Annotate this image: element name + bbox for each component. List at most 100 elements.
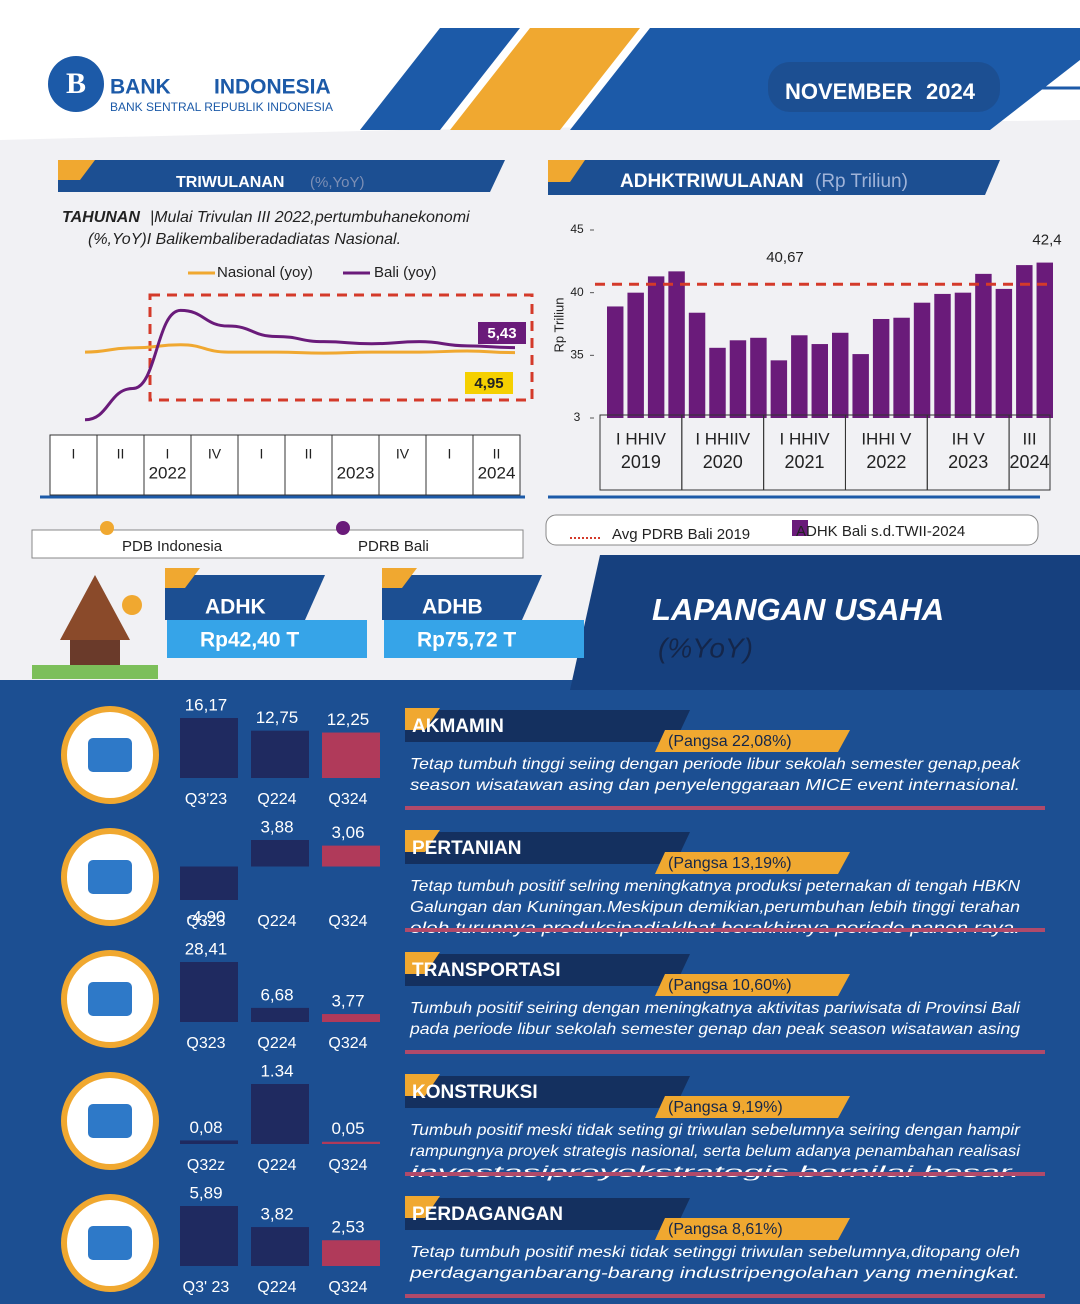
x-tick-label: Q324: [328, 1035, 367, 1052]
legend-dot: [336, 521, 350, 535]
sector-accent: [405, 830, 440, 852]
bar: [251, 1084, 309, 1144]
value-label: 28,41: [185, 939, 228, 958]
panel-title-accent: [548, 160, 585, 182]
bar: [750, 337, 767, 418]
x-tick-label: I HHIV: [780, 429, 831, 448]
sector-desc: rampungnya proyek strategis nasional, se…: [410, 1143, 1020, 1160]
axis-cell: [284, 434, 333, 496]
bar: [251, 1007, 309, 1022]
sector-name-bg: [405, 710, 690, 742]
x-tick-label: III: [1022, 429, 1036, 448]
card-label-bg: [382, 575, 542, 620]
value-label: 1.34: [260, 1061, 293, 1080]
value-label: 16,17: [185, 695, 228, 714]
note: (%,YoY)I Balikembaliberadadiatas Nasiona…: [88, 231, 401, 248]
x-tick-label: Q224: [257, 913, 296, 930]
share-bg: [655, 974, 850, 996]
x-tick-label: IHHI V: [861, 429, 912, 448]
sector-icon-glyph: [88, 1104, 132, 1138]
value-label: 3,77: [331, 992, 364, 1011]
legend-label: Bali (yoy): [374, 264, 437, 281]
date-month: NOVEMBER: [785, 79, 912, 104]
x-tick-label: I: [166, 446, 170, 462]
value-label: 12,75: [256, 708, 299, 727]
x-tick-label: I HHIV: [616, 429, 667, 448]
value-label: 4,95: [474, 375, 503, 392]
panel-title: TRIWULANAN: [176, 174, 284, 191]
sector-share: (Pangsa 13,19%): [668, 855, 792, 872]
legend-label: ADHK Bali s.d.TWII-2024: [796, 523, 965, 540]
bank-name: BANK: [110, 76, 171, 99]
sector-share: (Pangsa 22,08%): [668, 733, 792, 750]
card-value-bg: [384, 620, 584, 658]
x-tick-label: Q224: [257, 1157, 296, 1174]
share-bg: [655, 1096, 850, 1118]
x-tick-label: Q224: [257, 1279, 296, 1296]
value-label: 3,88: [260, 817, 293, 836]
card-accent: [382, 568, 417, 588]
sector-desc: season wisatawan asing dan penyelenggara…: [410, 777, 1020, 794]
legend-label: Nasional (yoy): [217, 264, 313, 281]
legend-dot: [100, 521, 114, 535]
bar: [770, 360, 788, 418]
y-tick-label: 35: [570, 348, 584, 362]
axis-cell: [425, 434, 474, 496]
bar: [709, 347, 726, 418]
value-label: 0,08: [189, 1118, 222, 1137]
axis-cell: [143, 434, 192, 496]
y-tick-label: 45: [570, 222, 584, 236]
value-badge: [465, 372, 513, 394]
sector-icon-glyph: [88, 738, 132, 772]
bank-name: INDONESIA: [214, 76, 331, 99]
sector-desc: Galungan dan Kuningan.Meskipun demikian,…: [410, 899, 1020, 916]
sector-share: (Pangsa 9,19%): [668, 1099, 783, 1116]
y-tick-label: 3: [574, 410, 581, 424]
x-tick-label: I: [448, 446, 452, 462]
sector-name-bg: [405, 1198, 690, 1230]
card-label-bg: [165, 575, 325, 620]
stripe: [450, 28, 640, 130]
x-tick-label: Q3' 23: [183, 1279, 230, 1296]
axis-cell: [237, 434, 286, 496]
legend-label: Avg PDRB Bali 2019: [612, 526, 750, 543]
bar: [995, 288, 1013, 418]
bar: [913, 302, 931, 418]
x-tick-label: II: [493, 446, 501, 462]
year-label: 2024: [1010, 452, 1050, 472]
sector-name-bg: [405, 1076, 690, 1108]
sector-name-bg: [405, 832, 690, 864]
card-label: ADHB: [422, 596, 483, 619]
sector-share: (Pangsa 10,60%): [668, 977, 792, 994]
x-tick-label: IH V: [952, 429, 986, 448]
x-tick-label: IV: [396, 446, 410, 462]
axis-cell: [190, 434, 239, 496]
share-bg: [655, 852, 850, 874]
bar: [180, 1140, 238, 1144]
sector-desc: Tumbuh positif seiring dengan meningkatn…: [410, 1000, 1020, 1017]
bar: [1036, 262, 1053, 418]
sector-desc: perdaganganbarang-barang industripengola…: [409, 1265, 1020, 1282]
legend-label: PDRB Bali: [358, 538, 429, 555]
bar: [180, 718, 238, 778]
x-tick-label: Q3'23: [185, 791, 227, 808]
section-title: LAPANGAN USAHA: [652, 592, 944, 627]
bar: [852, 354, 869, 418]
bar: [322, 732, 380, 778]
legend-swatch: [792, 520, 808, 536]
bar: [180, 866, 238, 900]
x-tick-label: Q323: [186, 1035, 225, 1052]
sector-icon-glyph: [88, 860, 132, 894]
bar: [251, 1227, 309, 1266]
bar: [251, 730, 309, 778]
logo: [48, 56, 104, 112]
bar: [647, 276, 665, 418]
x-tick-label: Q323: [186, 913, 225, 930]
bar: [872, 318, 890, 418]
bar: [251, 840, 309, 867]
share-bg: [655, 730, 850, 752]
panel-unit: (Rp Triliun): [815, 171, 908, 192]
value-label: -4,90: [187, 907, 226, 926]
bar: [729, 340, 747, 418]
